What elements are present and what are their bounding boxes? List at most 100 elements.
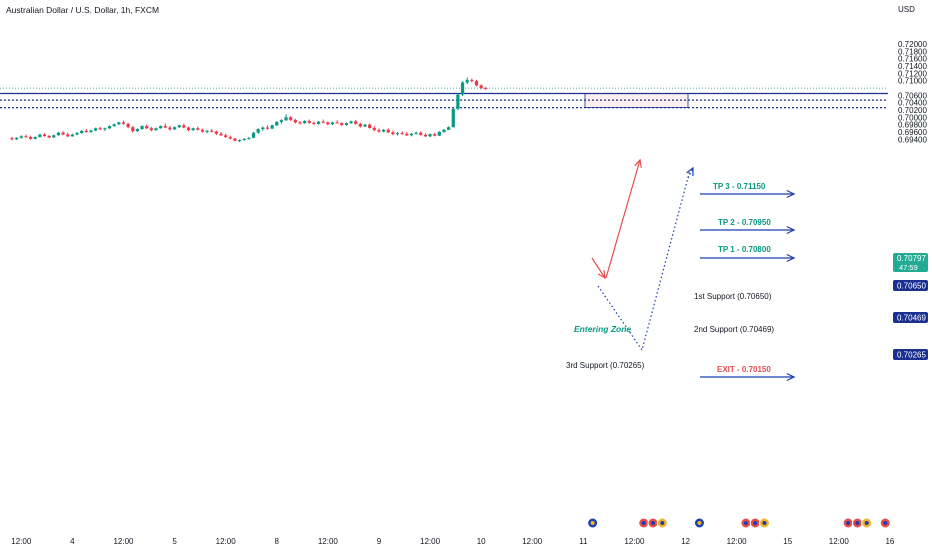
candle — [210, 129, 214, 133]
time-tick-label: 12:00 — [420, 537, 441, 546]
candle-body — [149, 128, 153, 131]
candle-body — [289, 117, 293, 120]
candle — [358, 122, 362, 128]
entry-arrow-head — [597, 269, 606, 280]
breakout-arrow — [605, 158, 642, 279]
usd-flag-icon-center — [753, 521, 758, 525]
support-2-label: 2nd Support (0.70469) — [694, 325, 774, 334]
candle — [224, 133, 228, 138]
time-tick-label: 11 — [579, 537, 588, 546]
scenario-arrow-head-shaft — [687, 167, 694, 179]
candle-body — [177, 125, 181, 128]
usd-flag-icon — [851, 517, 863, 529]
candle-body — [84, 130, 88, 132]
candle — [312, 121, 316, 125]
candle-body — [172, 127, 177, 130]
time-axis[interactable]: 12:00 4 12:00 5 12:00 8 12:00 9 12:00 10 12:00 11 12… — [11, 537, 895, 546]
candle-body — [247, 137, 251, 139]
candle-body — [293, 119, 297, 123]
candle-body — [400, 133, 404, 135]
candle-body — [200, 129, 205, 132]
candle — [428, 133, 432, 138]
candle — [24, 134, 28, 138]
candle — [163, 123, 167, 129]
price-tick-label: 0.71600 — [898, 55, 927, 64]
candle-body — [321, 121, 325, 123]
support-3-price: 0.70265 — [897, 351, 926, 360]
candle — [326, 121, 330, 126]
candle-body — [395, 133, 400, 135]
price-tick-label: 0.70400 — [898, 99, 927, 108]
candle — [479, 84, 483, 90]
candle — [191, 127, 195, 131]
candle-body — [456, 94, 460, 109]
candle-body — [428, 134, 432, 137]
candle — [154, 127, 158, 131]
candle-body — [224, 135, 228, 138]
candle — [89, 129, 93, 134]
candle-body — [233, 138, 237, 141]
candle-body — [479, 85, 483, 88]
eur-flag-icon-center — [762, 521, 767, 525]
candle — [270, 124, 274, 130]
candle-body — [307, 120, 311, 123]
candle-body — [344, 123, 349, 125]
candle — [289, 116, 293, 121]
candle — [409, 133, 414, 137]
candle — [200, 128, 205, 133]
aud-flag-icon-center — [590, 521, 595, 525]
candle-body — [103, 128, 107, 130]
time-tick-label: 12:00 — [727, 537, 748, 546]
economic-events[interactable] — [587, 517, 891, 529]
chart-title: Australian Dollar / U.S. Dollar, 1h, FXC… — [6, 5, 159, 15]
candle — [447, 126, 451, 131]
candle-body — [419, 132, 423, 135]
time-tick-label: 12:00 — [113, 537, 134, 546]
usd-flag-icon — [879, 517, 891, 529]
candle-body — [242, 138, 246, 141]
candle-body — [61, 132, 65, 135]
tp1-arrow-head — [786, 253, 796, 263]
candle — [335, 120, 339, 124]
candle-body — [117, 122, 121, 125]
candle-body — [340, 123, 344, 125]
candle-body — [112, 124, 116, 127]
candle-body — [210, 130, 214, 132]
tp3-arrow-head — [786, 189, 796, 199]
candle — [321, 119, 325, 124]
candle-body — [326, 122, 330, 125]
usd-flag-icon — [740, 517, 752, 529]
eur-flag-icon-center — [660, 521, 665, 525]
candle — [474, 79, 479, 87]
candle — [344, 122, 349, 126]
candle-body — [433, 134, 437, 136]
candle-body — [42, 134, 47, 136]
candle-body — [10, 138, 14, 140]
candle — [196, 126, 200, 131]
current-price-value: 0.70797 — [897, 254, 926, 263]
candle-body — [19, 136, 23, 138]
candle — [117, 121, 121, 125]
eur-flag-icon-center — [864, 521, 869, 525]
candle-body — [191, 128, 195, 131]
candle-body — [98, 128, 102, 130]
candle — [251, 131, 256, 139]
trade-drawings — [591, 158, 796, 382]
candle-body — [270, 125, 274, 129]
candle — [442, 129, 446, 133]
price-axis[interactable]: 0.720000.718000.716000.714000.712000.710… — [898, 40, 927, 144]
price-tick-label: 0.71000 — [898, 77, 927, 86]
candle — [265, 125, 270, 130]
usd-flag-icon-center — [883, 521, 888, 525]
candle — [33, 136, 37, 140]
candle — [75, 131, 79, 136]
time-tick-label: 15 — [783, 537, 792, 546]
candle — [456, 93, 460, 111]
candle — [186, 126, 191, 132]
candle-body — [251, 132, 256, 138]
candle-body — [447, 127, 451, 130]
candle — [168, 125, 172, 131]
candle-body — [24, 136, 28, 138]
breakout-arrow-head — [634, 158, 642, 168]
